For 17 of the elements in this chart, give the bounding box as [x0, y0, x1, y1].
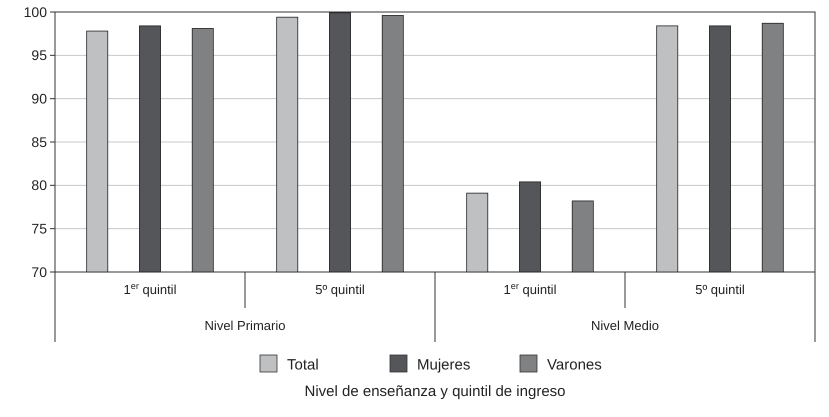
y-tick-label: 85 [31, 134, 48, 150]
text: Nivel Medio [591, 318, 659, 333]
x-tick-label: 1$^{er}$ quintil [504, 281, 557, 297]
y-tick-label: 80 [31, 177, 48, 194]
y-tick-label: 100 [24, 4, 48, 20]
y-tick-label: 70 [31, 264, 48, 280]
x-tick-label: 5º quintil [695, 282, 745, 297]
legend-label: Varones [547, 356, 602, 374]
x-tick-label: 1$^{er}$ quintil [124, 281, 177, 297]
x-tick-label: 5º quintil [315, 282, 365, 297]
text: Nivel Primario [204, 318, 286, 333]
legend-label: Total [287, 356, 319, 374]
legend-label: Mujeres [417, 356, 470, 374]
y-tick-label: 75 [31, 220, 48, 237]
y-tick-label: 90 [31, 90, 48, 107]
y-tick-label: 95 [31, 47, 48, 64]
text: Nivel de enseñanza y quintil de ingreso [304, 383, 566, 400]
